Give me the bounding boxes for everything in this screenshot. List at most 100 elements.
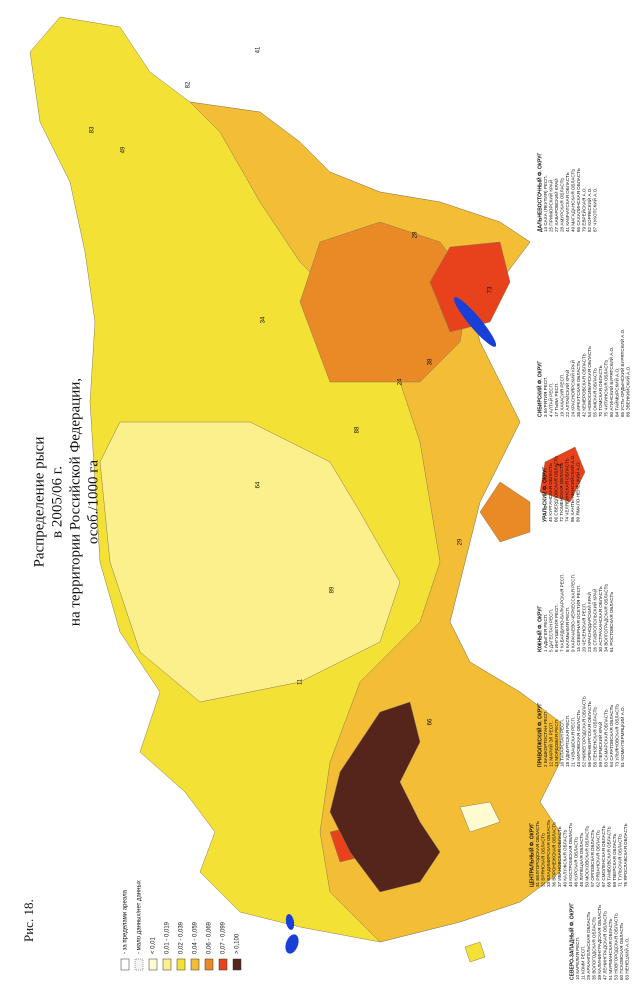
district-item: 47 ЛЕНИНГРАДСКАЯ ОБЛАСТЬ — [603, 911, 608, 980]
district-item: 48 ЛИПЕЦКАЯ ОБЛАСТЬ — [579, 833, 584, 887]
region-label: 82 — [186, 81, 192, 88]
district-item: 31 БЕЛГОРОДСКАЯ ОБЛАСТЬ — [535, 821, 540, 887]
district-item: 75 ЧИТИНСКАЯ ОБЛАСТЬ — [604, 360, 609, 417]
district-item: 21 ЧУВАШСКАЯ РЕСП. — [571, 717, 576, 767]
district-item: 8 КАЛМЫКИЯ РЕСП. — [565, 607, 570, 652]
district-item: 76 ЯРОСЛАВСКАЯ ОБЛАСТЬ — [623, 823, 628, 887]
region-label: 49 — [121, 146, 127, 153]
figure-label: Рис. 18. — [21, 899, 36, 942]
district-item: 63 САМАРСКАЯ ОБЛАСТЬ — [604, 709, 609, 767]
district-item: 18 УДМУРТСКАЯ РЕСП. — [565, 715, 570, 767]
legend-label: < 0,01 — [151, 936, 157, 954]
region-label: 11 — [298, 678, 304, 685]
district-heading: ЮЖНЫЙ Ф. ОКРУГ — [535, 606, 543, 652]
title-line: на территории Российской Федерации, — [67, 378, 83, 626]
region-label: 24 — [398, 378, 404, 385]
district-item: 56 ОРЕНБУРГСКАЯ ОБЛАСТЬ — [587, 701, 592, 767]
district-item: 28 АМУРСКАЯ ОБЛАСТЬ — [560, 178, 565, 232]
district-item: 4 АЛТАЙ РЕСП. — [547, 383, 554, 417]
district-item: 34 ВОЛГОГРАДСКАЯ ОБЛАСТЬ — [604, 584, 609, 652]
district-item: 79 ЕВРЕЙСКАЯ А.О. — [580, 187, 587, 232]
legend-label: 0,02 - 0,039 — [179, 921, 185, 954]
title-line: особ./1000 га — [85, 460, 101, 544]
legend: - за пределами ареала - мало данных/нет д… — [120, 880, 242, 971]
district-item: 81 КОМИ-ПЕРМЯЦКИЙ А.О. — [618, 706, 625, 767]
legend-label: > 0,100 — [235, 933, 241, 954]
region-zone — [479, 481, 531, 543]
region-label: 83 — [90, 126, 96, 133]
district-item: 17 ТЫВА РЕСП. — [554, 382, 559, 417]
legend-swatch — [204, 958, 214, 971]
region-zone — [299, 221, 471, 383]
district-item: 84 ТАЙМЫРСКИЙ А.О. — [613, 368, 620, 417]
district-item: 80 АГИНСКИЙ БУРЯТСКИЙ А.О. — [607, 347, 614, 417]
region-zone — [329, 701, 441, 893]
region-zone — [99, 421, 401, 703]
region-label: 34 — [261, 316, 267, 323]
district-item: 45 КУРГАНСКАЯ ОБЛАСТЬ — [548, 463, 553, 522]
legend-label: - мало данных/нет данных — [137, 880, 143, 954]
district-item: 58 ПЕНЗЕНСКАЯ ОБЛАСТЬ — [593, 707, 598, 767]
district-item: 37 ИВАНОВСКАЯ ОБЛАСТЬ — [557, 826, 562, 887]
district-item: 50 МОСКОВСКАЯ ОБЛАСТЬ — [585, 826, 590, 887]
district-item: 59 ПЕРМСКИЙ КРАЙ — [596, 722, 603, 767]
district-item: 44 КОСТРОМСКАЯ ОБЛАСТЬ — [568, 823, 573, 887]
district-item: 43 КИРОВСКАЯ ОБЛАСТЬ — [576, 710, 581, 767]
district-item: 27 ХАБАРОВСКИЙ КРАЙ — [552, 178, 559, 232]
district-item: 39 КАЛИНИНГРАДСКАЯ ОБЛАСТЬ — [597, 905, 602, 980]
title-line: Распределение рыси — [31, 437, 47, 568]
district-item: 35 ВОЛОГОДСКАЯ ОБЛАСТЬ — [592, 917, 597, 980]
map: 41 82 83 49 34 88 64 89 73 4 28 24 29 11 66 38 — [29, 16, 586, 963]
district-item: 69 ТВЕРСКАЯ ОБЛАСТЬ — [612, 833, 617, 887]
district-item: 42 КЕМЕРОВСКАЯ ОБЛАСТЬ — [582, 353, 587, 417]
district-item: 60 ПСКОВСКАЯ ОБЛАСТЬ — [619, 923, 624, 980]
district-item: 73 УЛЬЯНОВСКАЯ ОБЛАСТЬ — [615, 704, 620, 767]
district-heading: ДАЛЬНЕВОСТОЧНЫЙ Ф. ОКРУГ — [535, 153, 543, 232]
district-item: 5 ДАГЕСТАН РЕСП. — [549, 609, 554, 652]
district-item: 26 СТАВРОПОЛЬСКИЙ КРАЙ — [591, 589, 598, 652]
district-item: 85 УСТЬ-ОРДЫНСКИЙ БУРЯТСКИЙ А.О. — [618, 329, 625, 418]
district-item: 82 КОРЯКСКИЙ А.О. — [585, 187, 592, 232]
district-item: 22 АЛТАЙСКИЙ КРАЙ — [563, 370, 570, 417]
district-item: 6 ИНГУШЕТИЯ РЕСП. — [554, 604, 559, 652]
district-item: 55 ОМСКАЯ ОБЛАСТЬ — [593, 368, 598, 417]
district-heading: ЦЕНТРАЛЬНЫЙ Ф. ОКРУГ — [527, 823, 535, 887]
district-item: 74 ЧЕЛЯБИНСКАЯ ОБЛАСТЬ — [565, 458, 570, 522]
legend-label: - за пределами ареала — [123, 889, 129, 954]
legend-label: 0,01 - 0,019 — [165, 921, 171, 954]
district-item: 71 ТУЛЬСКАЯ ОБЛАСТЬ — [618, 834, 623, 887]
region-label: 89 — [330, 586, 336, 593]
district-item: 1 АДЫГЕЯ РЕСП. — [543, 614, 548, 652]
region-zone — [459, 801, 501, 833]
district-item: 2 БАШКОРТОСТАН РЕСП. — [543, 710, 548, 767]
district-item: 54 НОВОСИБИРСКАЯ ОБЛАСТЬ — [587, 346, 592, 417]
district-item: 36 ВОРОНЕЖСКАЯ ОБЛАСТЬ — [552, 822, 557, 887]
district-item: 19 ХАКАСИЯ РЕСП. — [560, 374, 565, 417]
district-item: 68 ТАМБОВСКАЯ ОБЛАСТЬ — [607, 826, 612, 887]
district-item: 23 КРАСНОДАРСКИЙ КРАЙ — [585, 592, 592, 652]
district-item: 16 ТАТАРСТАН РЕСП. — [560, 719, 565, 767]
legend-swatch — [176, 958, 186, 971]
legend-swatch — [232, 958, 242, 971]
legend-label: 0,07 - 0,099 — [221, 921, 227, 954]
district-item: 11 КОМИ РЕСП. — [581, 945, 586, 980]
legend-swatch — [162, 958, 172, 971]
district-heading: УРАЛЬСКИЙ Ф. ОКРУГ — [540, 467, 548, 522]
district-item: 67 СМОЛЕНСКАЯ ОБЛАСТЬ — [601, 825, 606, 887]
region-label: 66 — [428, 718, 434, 725]
legend-swatch — [148, 958, 158, 971]
district-item: 66 СВЕРДЛОВСКАЯ ОБЛАСТЬ — [554, 456, 559, 522]
district-item: 70 ТОМСКАЯ ОБЛАСТЬ — [598, 365, 603, 417]
district-item: 57 ОРЛОВСКАЯ ОБЛАСТЬ — [590, 830, 595, 887]
district-item: 53 НОВГОРОДСКАЯ ОБЛАСТЬ — [614, 913, 619, 980]
district-item: 52 НИЖЕГОРОДСКАЯ ОБЛАСТЬ — [582, 696, 587, 767]
region-label: 41 — [256, 46, 262, 53]
legend-swatch — [218, 958, 228, 971]
district-item: 30 АСТРАХАНСКАЯ ОБЛАСТЬ — [598, 586, 603, 652]
district-item: 83 НЕНЕЦКИЙ А.О. — [623, 938, 630, 980]
district-item: 9 КАРАЧАЕВО-ЧЕРКЕССКАЯ РЕСП. — [571, 574, 576, 652]
region-zone — [539, 446, 586, 503]
district-item: 13 МОРДОВИЯ РЕСП. — [554, 719, 559, 767]
region-label: 38 — [428, 358, 434, 365]
